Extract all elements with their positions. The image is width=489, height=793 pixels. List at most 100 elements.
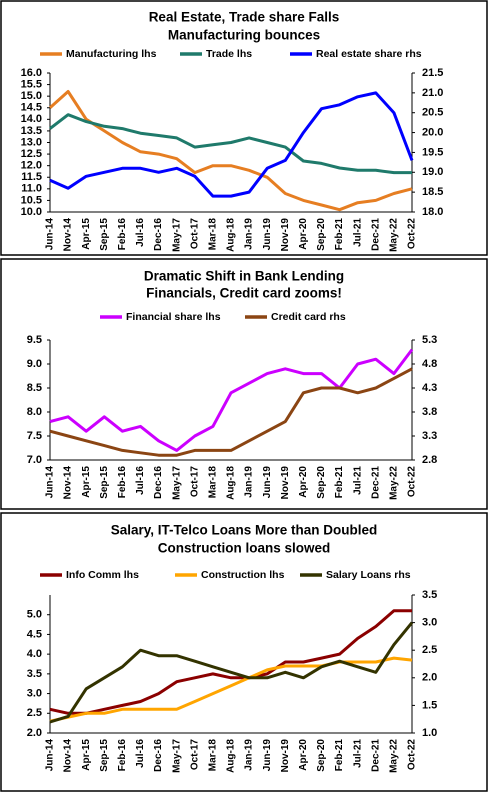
y2-tick-label: 4.8 (422, 358, 437, 370)
y-tick-label: 8.0 (27, 406, 42, 418)
y2-tick-label: 21.0 (422, 87, 443, 99)
y-tick-label: 9.0 (27, 358, 42, 370)
y2-tick-label: 19.0 (422, 166, 443, 178)
x-tick-label: Sep-15 (99, 739, 110, 772)
x-tick-label: Oct-22 (407, 466, 418, 498)
x-tick-label: Dec-21 (370, 218, 381, 251)
x-tick-label: Dec-16 (153, 739, 164, 772)
y2-tick-label: 2.0 (422, 672, 437, 684)
chart-subtitle: Manufacturing bounces (168, 28, 320, 43)
x-tick-label: Nov-14 (63, 739, 74, 773)
x-tick-label: Feb-16 (117, 466, 128, 499)
y-tick-label: 7.0 (27, 454, 42, 466)
series-line (49, 91, 414, 198)
x-tick-label: Jun-19 (262, 218, 273, 251)
y-tick-label: 4.5 (27, 628, 42, 640)
y2-tick-label: 18.0 (422, 206, 443, 218)
y-tick-label: 11.0 (21, 183, 42, 195)
y2-tick-label: 3.8 (422, 406, 437, 418)
x-tick-label: Dec-16 (153, 466, 164, 499)
x-tick-label: Jul-16 (135, 218, 146, 247)
x-tick-label: May-22 (389, 739, 400, 773)
x-tick-label: Apr-20 (298, 466, 309, 498)
x-tick-label: May-22 (389, 218, 400, 252)
x-tick-label: Feb-21 (334, 739, 345, 772)
x-tick-label: Sep-20 (316, 739, 327, 772)
x-tick-label: Jan-19 (244, 739, 255, 771)
x-tick-label: Jan-19 (244, 466, 255, 498)
x-tick-label: Dec-21 (370, 739, 381, 772)
series-line (49, 609, 412, 715)
x-tick-label: May-17 (171, 466, 182, 500)
panel-border (0, 512, 488, 792)
x-tick-label: Jun-19 (262, 466, 273, 499)
x-tick-label: Nov-14 (63, 466, 74, 500)
x-tick-label: Mar-18 (208, 466, 219, 499)
series-line (48, 90, 413, 212)
x-tick-label: Feb-16 (117, 218, 128, 251)
y-tick-label: 5.0 (27, 609, 42, 621)
x-tick-label: Dec-16 (153, 218, 164, 251)
y-tick-label: 2.0 (27, 727, 42, 739)
x-tick-label: Aug-18 (226, 739, 237, 773)
series-line (49, 113, 412, 175)
y-tick-label: 10.5 (21, 194, 42, 206)
x-tick-label: Oct-17 (189, 218, 200, 250)
y2-tick-label: 3.5 (422, 589, 437, 601)
y2-tick-label: 1.5 (422, 699, 437, 711)
legend-label: Financial share lhs (126, 311, 221, 323)
x-tick-label: Jul-21 (352, 739, 363, 768)
x-tick-label: Feb-21 (334, 466, 345, 499)
y-tick-label: 15.5 (21, 78, 42, 90)
x-tick-label: Apr-20 (298, 739, 309, 771)
legend-label: Real estate share rhs (316, 48, 422, 60)
y2-tick-label: 2.8 (422, 454, 437, 466)
y-tick-label: 13.0 (21, 136, 42, 148)
panel-border (0, 0, 488, 256)
series-line (49, 656, 413, 723)
legend-label: Credit card rhs (271, 311, 346, 323)
y-tick-label: 16.0 (21, 67, 42, 79)
x-tick-label: Apr-15 (81, 739, 92, 771)
legend-label: Construction lhs (201, 569, 285, 581)
y-tick-label: 10.0 (21, 206, 42, 218)
y-tick-label: 14.0 (21, 113, 42, 125)
x-tick-label: Nov-14 (63, 218, 74, 252)
y2-tick-label: 21.5 (422, 67, 443, 79)
legend-label: Manufacturing lhs (66, 48, 157, 60)
x-tick-label: Sep-15 (99, 466, 110, 499)
x-tick-label: Jul-16 (135, 739, 146, 768)
y2-tick-label: 4.3 (422, 382, 437, 394)
x-tick-label: May-17 (171, 739, 182, 773)
x-tick-label: Sep-15 (99, 218, 110, 251)
y2-tick-label: 3.0 (422, 617, 437, 629)
y-tick-label: 14.5 (21, 102, 42, 114)
y2-tick-label: 2.5 (422, 644, 437, 656)
y2-tick-label: 19.5 (422, 146, 443, 158)
chart-subtitle: Construction loans slowed (158, 541, 331, 556)
y-tick-label: 15.0 (21, 90, 42, 102)
x-tick-label: Nov-19 (280, 466, 291, 500)
chart-title: Salary, IT-Telco Loans More than Doubled (111, 523, 378, 538)
x-tick-label: Jun-14 (45, 739, 56, 772)
y2-tick-label: 3.3 (422, 430, 437, 442)
chart-title: Dramatic Shift in Bank Lending (144, 269, 344, 284)
y2-tick-label: 20.5 (422, 107, 443, 119)
x-tick-label: Aug-18 (226, 466, 237, 500)
x-tick-label: Oct-22 (407, 218, 418, 250)
y-tick-label: 12.5 (21, 148, 42, 160)
x-tick-label: Nov-19 (280, 739, 291, 773)
x-tick-label: Sep-20 (316, 218, 327, 251)
x-tick-label: Oct-22 (407, 739, 418, 771)
y-tick-label: 2.5 (27, 707, 42, 719)
y-tick-label: 9.5 (27, 334, 42, 346)
chart-title: Real Estate, Trade share Falls (149, 10, 340, 25)
x-tick-label: Oct-17 (189, 739, 200, 771)
x-tick-label: Feb-21 (334, 218, 345, 251)
x-tick-label: Apr-15 (81, 466, 92, 498)
legend-label: Info Comm lhs (66, 569, 139, 581)
legend-label: Salary Loans rhs (326, 569, 411, 581)
y2-tick-label: 20.0 (422, 126, 443, 138)
y-tick-label: 11.5 (21, 171, 42, 183)
